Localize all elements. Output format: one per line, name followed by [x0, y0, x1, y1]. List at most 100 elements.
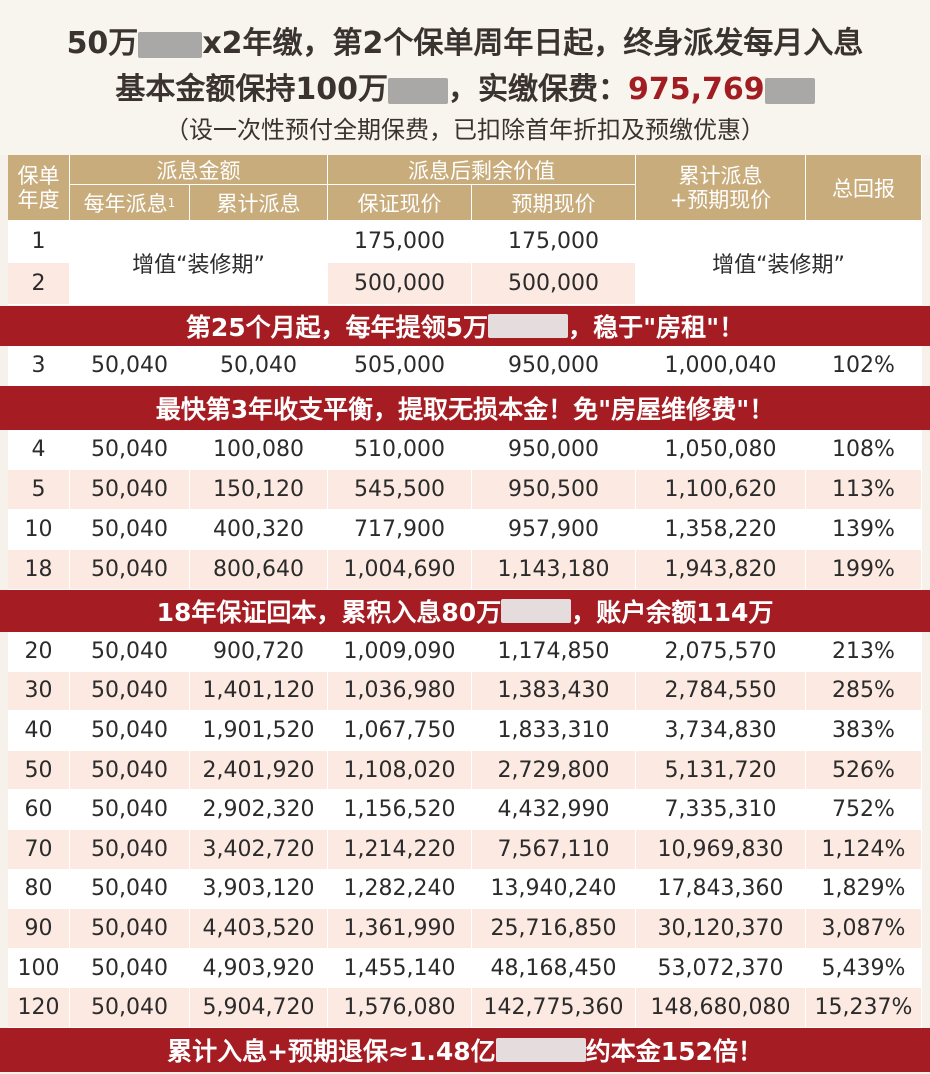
headline-2a: 基本金额保持100万 — [115, 72, 388, 107]
header-payout-group: 派息金额 — [70, 155, 328, 185]
guaranteed-cell: 1,156,520 — [328, 790, 472, 830]
expected-cell: 957,900 — [472, 510, 636, 550]
cumulative-payout-cell: 800,640 — [190, 550, 328, 590]
guaranteed-cell: 1,455,140 — [328, 948, 472, 989]
header-year: 保单 年度 — [8, 155, 70, 221]
cumulative-payout-cell: 3,402,720 — [190, 830, 328, 870]
expected-cell: 13,940,240 — [472, 869, 636, 910]
guaranteed-cell: 1,361,990 — [328, 909, 472, 949]
annual-payout-cell: 50,040 — [70, 470, 190, 510]
return-cell: 199% — [806, 550, 922, 590]
banner-breakeven-text: 最快第3年收支平衡，提取无损本金！免"房屋维修费"！ — [155, 395, 775, 424]
cumulative-payout-cell: 2,902,320 — [190, 790, 328, 830]
cumulative-payout-cell: 400,320 — [190, 510, 328, 550]
guaranteed-cell: 1,067,750 — [328, 711, 472, 751]
return-cell: 285% — [806, 671, 922, 712]
annual-payout-cell: 50,040 — [70, 750, 190, 791]
banner-summary-tail: 约本金152倍！ — [585, 1037, 763, 1066]
banner-guaranteed-return-tail: ，账户余额114万 — [571, 598, 774, 627]
year-cell: 80 — [8, 869, 70, 910]
banner-summary: 累计入息+预期退保≈1.48亿 约本金152倍！ — [0, 1028, 930, 1072]
return-cell: 752% — [806, 790, 922, 830]
return-cell: 1,829% — [806, 869, 922, 910]
total-value-cell: 2,784,550 — [636, 671, 806, 712]
cumulative-payout-cell: 2,401,920 — [190, 750, 328, 791]
banner-guaranteed-return-text: 18年保证回本，累积入息80万 — [156, 598, 502, 627]
total-value-cell: 53,072,370 — [636, 948, 806, 989]
annual-payout-cell: 50,040 — [70, 430, 190, 470]
total-value-cell: 1,358,220 — [636, 510, 806, 550]
return-cell: 139% — [806, 510, 922, 550]
cumulative-payout-cell: 150,120 — [190, 470, 328, 510]
expected-cell: 48,168,450 — [472, 948, 636, 989]
header-return: 总回报 — [806, 155, 922, 221]
annual-payout-cell: 50,040 — [70, 346, 190, 386]
annual-payout-cell: 50,040 — [70, 869, 190, 910]
headline-line-1: 50万 x2年缴，第2个保单周年日起，终身派发每月入息 — [0, 18, 930, 62]
expected-cell: 25,716,850 — [472, 909, 636, 949]
guaranteed-cell: 1,214,220 — [328, 830, 472, 870]
return-cell: 526% — [806, 750, 922, 791]
expected-cell: 950,000 — [472, 346, 636, 386]
cumulative-payout-cell: 50,040 — [190, 346, 328, 386]
guaranteed-cell: 717,900 — [328, 510, 472, 550]
total-value-cell: 3,734,830 — [636, 711, 806, 751]
banner-rent: 第25个月起，每年提领5万 ，稳于"房租"！ — [0, 306, 930, 346]
annual-payout-cell: 50,040 — [70, 790, 190, 830]
renovation-period-cell: 增值“装修期” — [636, 221, 922, 305]
total-value-cell: 1,100,620 — [636, 470, 806, 510]
banner-breakeven: 最快第3年收支平衡，提取无损本金！免"房屋维修费"！ — [0, 386, 930, 430]
cumulative-payout-cell: 4,903,920 — [190, 948, 328, 989]
expected-cell: 950,500 — [472, 470, 636, 510]
headline-note: （设一次性预付全期保费，已扣除首年折扣及预缴优惠） — [165, 116, 765, 144]
guaranteed-cell: 505,000 — [328, 346, 472, 386]
year-cell: 1 — [8, 221, 70, 263]
banner-rent-text: 第25个月起，每年提领5万 — [185, 313, 489, 342]
banner-summary-text: 累计入息+预期退保≈1.48亿 — [167, 1037, 496, 1066]
premium-value: 975,769 — [627, 72, 765, 107]
banner-rent-tail: ，稳于"房租"！ — [568, 313, 745, 342]
total-value-cell: 1,943,820 — [636, 550, 806, 590]
year-cell: 2 — [8, 263, 70, 305]
year-cell: 90 — [8, 909, 70, 949]
year-cell: 18 — [8, 550, 70, 590]
redaction-blur — [495, 1038, 586, 1062]
guaranteed-cell: 1,576,080 — [328, 988, 472, 1028]
expected-cell: 500,000 — [472, 263, 636, 305]
cumulative-payout-cell: 5,904,720 — [190, 988, 328, 1028]
year-cell: 60 — [8, 790, 70, 830]
guaranteed-cell: 1,004,690 — [328, 550, 472, 590]
total-value-cell: 1,050,080 — [636, 430, 806, 470]
total-value-cell: 30,120,370 — [636, 909, 806, 949]
expected-cell: 142,775,360 — [472, 988, 636, 1028]
year-cell: 40 — [8, 711, 70, 751]
redaction-blur — [387, 77, 448, 104]
guaranteed-cell: 510,000 — [328, 430, 472, 470]
return-cell: 213% — [806, 632, 922, 672]
expected-cell: 7,567,110 — [472, 830, 636, 870]
guaranteed-cell: 1,009,090 — [328, 632, 472, 672]
year-cell: 4 — [8, 430, 70, 470]
cumulative-payout-cell: 1,901,520 — [190, 711, 328, 751]
cumulative-payout-cell: 3,903,120 — [190, 869, 328, 910]
annual-payout-cell: 50,040 — [70, 510, 190, 550]
return-cell: 5,439% — [806, 948, 922, 989]
expected-cell: 950,000 — [472, 430, 636, 470]
year-cell: 20 — [8, 632, 70, 672]
guaranteed-cell: 1,036,980 — [328, 671, 472, 712]
expected-cell: 4,432,990 — [472, 790, 636, 830]
guaranteed-cell: 500,000 — [328, 263, 472, 305]
year-cell: 30 — [8, 671, 70, 712]
guaranteed-cell: 1,282,240 — [328, 869, 472, 910]
guaranteed-cell: 545,500 — [328, 470, 472, 510]
year-cell: 50 — [8, 750, 70, 791]
total-value-cell: 148,680,080 — [636, 988, 806, 1028]
cumulative-payout-cell: 100,080 — [190, 430, 328, 470]
header-annual-text: 每年派息 — [83, 191, 168, 216]
header-expected: 预期现价 — [472, 185, 636, 221]
total-value-cell: 7,335,310 — [636, 790, 806, 830]
return-cell: 113% — [806, 470, 922, 510]
year-cell: 3 — [8, 346, 70, 386]
redaction-blur — [138, 31, 203, 58]
annual-payout-cell: 50,040 — [70, 948, 190, 989]
